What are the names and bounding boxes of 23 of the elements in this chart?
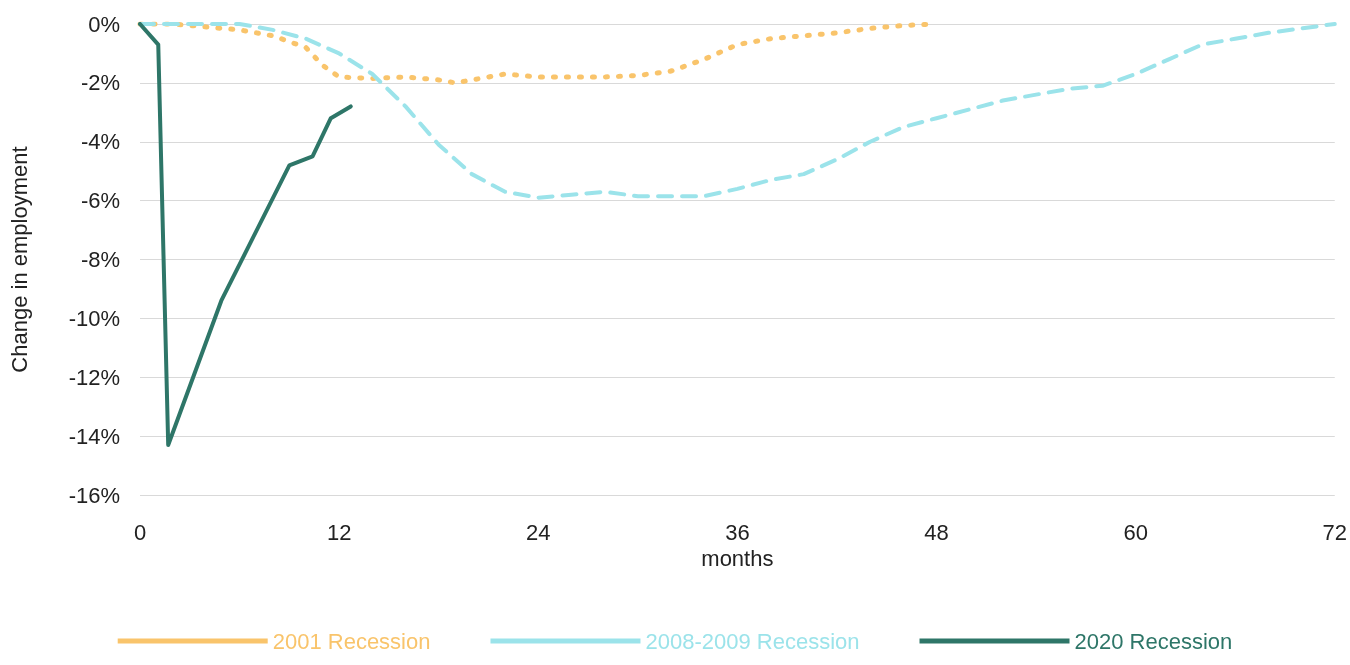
- x-tick-label: 36: [725, 519, 750, 545]
- y-tick-label: -12%: [68, 364, 120, 390]
- line-series: [138, 22, 1337, 200]
- x-axis-title: months: [701, 546, 774, 572]
- x-tick-label: 48: [924, 519, 949, 545]
- y-tick-label: -4%: [80, 129, 120, 155]
- y-tick-label: -14%: [68, 423, 120, 449]
- y-tick-label: -6%: [80, 188, 120, 214]
- x-tick-label: 12: [326, 519, 352, 545]
- y-tick-label: -10%: [68, 305, 120, 331]
- x-tick-label: 24: [526, 519, 551, 545]
- x-tick-label: 0: [133, 519, 147, 545]
- y-tick-label: -16%: [68, 482, 120, 508]
- text: 2001 Recession: [272, 628, 431, 654]
- text: 2020 Recession: [1074, 628, 1233, 654]
- y-tick-label: 0%: [88, 11, 120, 37]
- x-tick-label: 72: [1322, 519, 1348, 545]
- text: 2008-2009 Recession: [645, 628, 860, 654]
- y-tick-label: -8%: [80, 247, 120, 272]
- line-series: [138, 22, 353, 447]
- x-tick-label: 60: [1123, 519, 1148, 545]
- y-axis-title: Change in employment: [6, 146, 32, 373]
- y-tick-label: -2%: [80, 70, 120, 96]
